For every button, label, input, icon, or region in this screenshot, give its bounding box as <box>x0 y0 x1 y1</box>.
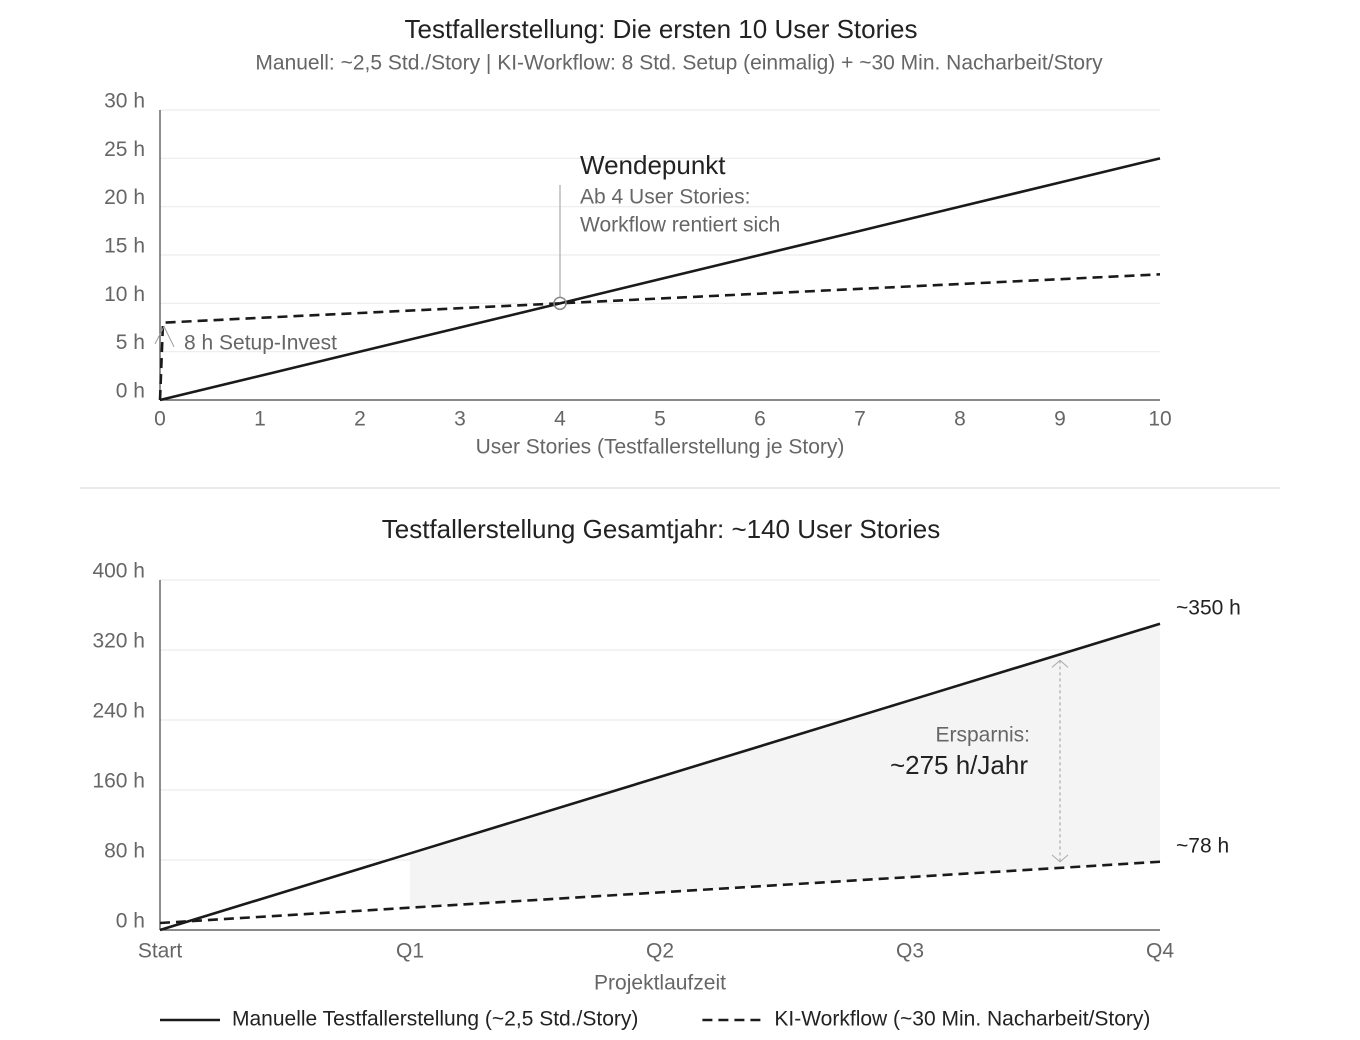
x-tick-label: Q4 <box>1146 940 1174 963</box>
x-tick-label: 5 <box>654 408 666 431</box>
annotation-title: Wendepunkt <box>580 150 726 180</box>
x-tick-label: Q3 <box>896 940 924 963</box>
y-tick-label: 320 h <box>92 630 145 653</box>
x-tick-label: 0 <box>154 408 166 431</box>
x-tick-label: 1 <box>254 408 266 431</box>
savings-label: Ersparnis: <box>935 724 1030 747</box>
end-label: ~78 h <box>1176 834 1229 857</box>
y-tick-label: 0 h <box>116 380 145 403</box>
y-tick-label: 160 h <box>92 770 145 793</box>
x-axis-label: User Stories (Testfallerstellung je Stor… <box>476 436 845 459</box>
x-tick-label: 6 <box>754 408 766 431</box>
annotation-text: Ab 4 User Stories: <box>580 186 750 209</box>
y-tick-label: 15 h <box>104 235 145 258</box>
savings-arrow-head <box>1051 659 1069 863</box>
y-tick-label: 240 h <box>92 700 145 723</box>
series-line <box>159 157 1161 402</box>
chart-title: Testfallerstellung: Die ersten 10 User S… <box>404 14 917 44</box>
x-tick-label: 2 <box>354 408 366 431</box>
setup-arrow <box>154 325 175 348</box>
series-line <box>159 860 1161 925</box>
x-tick-label: Start <box>138 940 183 963</box>
x-tick-label: Q2 <box>646 940 674 963</box>
savings-value: ~275 h/Jahr <box>890 750 1028 780</box>
y-tick-label: 400 h <box>92 560 145 583</box>
y-tick-label: 5 h <box>116 331 145 354</box>
end-label: ~350 h <box>1176 596 1241 619</box>
chart-title: Testfallerstellung Gesamtjahr: ~140 User… <box>382 514 941 544</box>
x-tick-label: 3 <box>454 408 466 431</box>
y-tick-label: 30 h <box>104 90 145 113</box>
x-tick-label: 7 <box>854 408 866 431</box>
y-tick-label: 0 h <box>116 910 145 933</box>
x-axis-label: Projektlaufzeit <box>594 972 726 995</box>
x-tick-label: 4 <box>554 408 566 431</box>
chart-subtitle: Manuell: ~2,5 Std./Story | KI-Workflow: … <box>255 52 1103 75</box>
legend-label: KI-Workflow (~30 Min. Nacharbeit/Story) <box>774 1008 1150 1031</box>
legend-label: Manuelle Testfallerstellung (~2,5 Std./S… <box>232 1008 638 1031</box>
x-tick-label: 10 <box>1148 408 1171 431</box>
x-tick-label: 9 <box>1054 408 1066 431</box>
savings-area <box>410 623 1160 908</box>
annotation-text: Workflow rentiert sich <box>580 214 780 237</box>
y-tick-label: 20 h <box>104 186 145 209</box>
x-tick-label: 8 <box>954 408 966 431</box>
y-tick-label: 80 h <box>104 840 145 863</box>
y-tick-label: 10 h <box>104 283 145 306</box>
series-line <box>159 622 1161 932</box>
x-tick-label: Q1 <box>396 940 424 963</box>
break-even-marker <box>553 296 567 311</box>
setup-label: 8 h Setup-Invest <box>184 332 337 355</box>
y-tick-label: 25 h <box>104 138 145 161</box>
